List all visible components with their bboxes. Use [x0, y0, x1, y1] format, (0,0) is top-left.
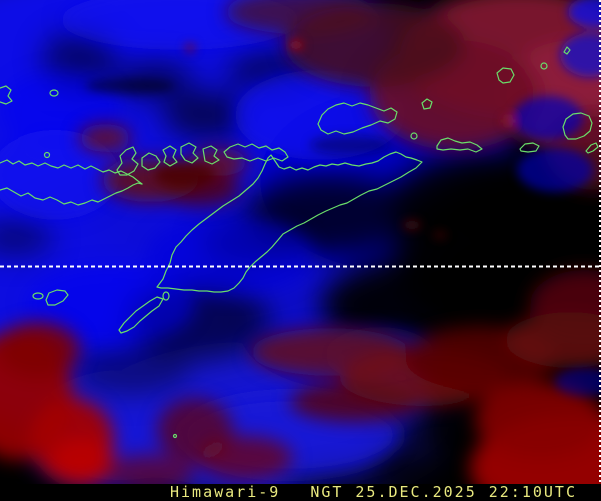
coastline-rote — [118, 296, 164, 334]
cloud-texture-specks — [85, 0, 601, 396]
coastline-islet-1 — [141, 152, 161, 171]
coastline-left-oval — [49, 89, 59, 97]
coastline-atauro — [421, 98, 433, 110]
product-label: NGT — [310, 483, 344, 501]
coastline-ne-islet-2 — [540, 62, 548, 70]
coastline-islet-3 — [180, 142, 199, 164]
coastline-alor — [223, 143, 289, 162]
coastline-flores-north — [0, 159, 143, 185]
coastline-semau — [162, 291, 170, 301]
coastline-left-dot — [43, 151, 51, 159]
coastline-islet-4 — [202, 145, 220, 165]
coastline-islet-5 — [410, 132, 418, 140]
coastline-speck — [172, 433, 178, 439]
coastline-sw-islet — [45, 289, 69, 306]
coastline-kisar-group — [436, 137, 483, 153]
coastline-timor — [156, 151, 423, 293]
coastline-pantar — [116, 146, 139, 176]
coastline-islet-2 — [162, 145, 178, 167]
timestamp-bar: Himawari-9 NGT 25.DEC.2025 22:10UTC — [0, 484, 601, 501]
coastline-overlay — [0, 46, 599, 439]
coastline-leti — [519, 142, 540, 153]
satellite-name-label: Himawari-9 — [170, 483, 281, 501]
coastline-wetar — [317, 102, 398, 135]
coastline-right-island — [562, 112, 593, 140]
coastline-ne-islet-1 — [496, 67, 515, 84]
date-label: 25.DEC.2025 — [355, 483, 477, 501]
coastline-sw-oval — [32, 292, 44, 300]
coastline-right-sliver — [585, 142, 599, 154]
time-label: 22:10UTC — [488, 483, 577, 501]
coastline-flores-south — [0, 182, 143, 206]
coastline-ne-islet-3 — [563, 46, 571, 55]
coastline-left-fragment — [0, 85, 13, 105]
